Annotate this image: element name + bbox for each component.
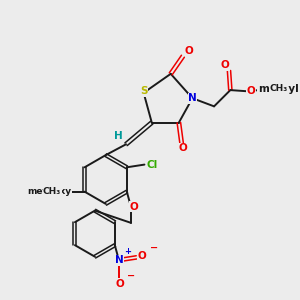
- Text: N: N: [188, 93, 197, 103]
- Text: CH₃: CH₃: [43, 187, 61, 196]
- Text: −: −: [149, 243, 158, 253]
- Text: O: O: [62, 187, 71, 197]
- Text: O: O: [184, 46, 193, 56]
- Text: methyl: methyl: [258, 84, 299, 94]
- Text: Cl: Cl: [147, 160, 158, 170]
- Text: −: −: [127, 271, 135, 281]
- Text: O: O: [129, 202, 138, 212]
- Text: O: O: [220, 60, 229, 70]
- Text: O: O: [137, 251, 146, 261]
- Text: O: O: [247, 86, 256, 96]
- Text: O: O: [178, 143, 187, 153]
- Text: S: S: [140, 86, 147, 96]
- Text: methoxy: methoxy: [27, 187, 71, 196]
- Text: H: H: [113, 131, 122, 141]
- Text: CH₃: CH₃: [269, 84, 288, 93]
- Text: O: O: [116, 279, 124, 289]
- Text: +: +: [124, 247, 131, 256]
- Text: N: N: [115, 255, 123, 265]
